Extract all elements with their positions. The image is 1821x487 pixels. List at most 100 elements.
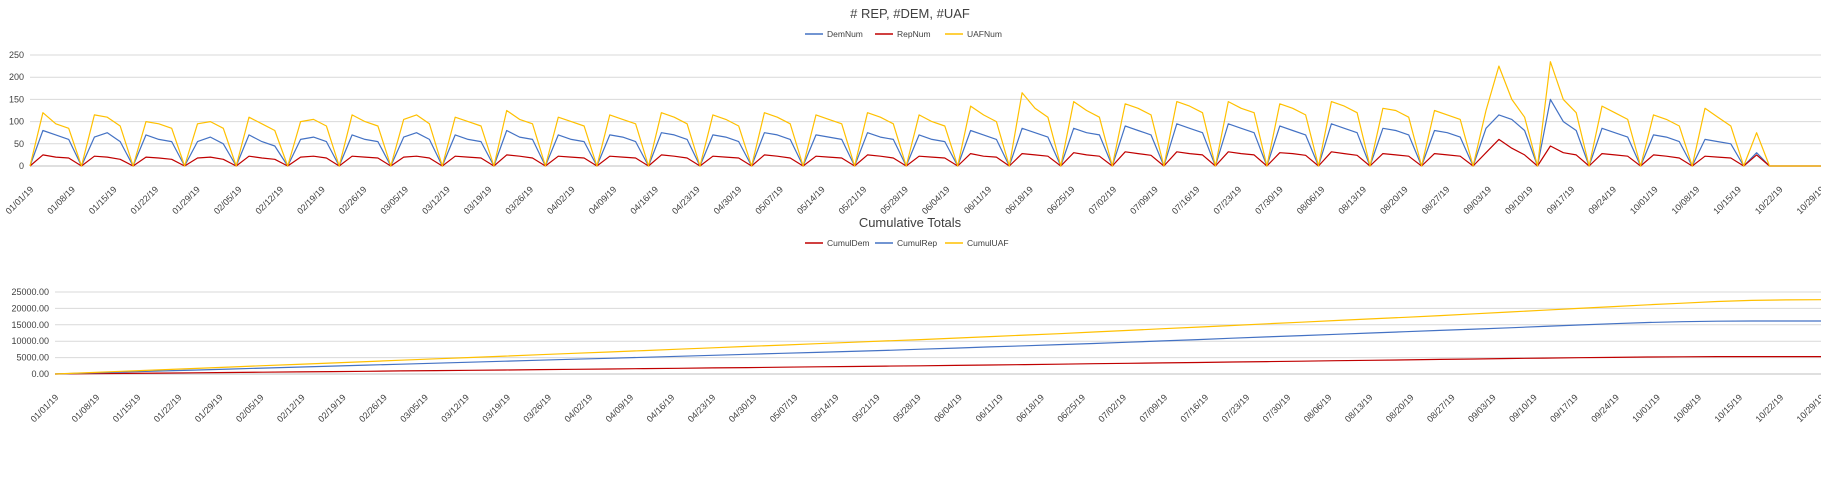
chart-1-x-tick-36: 09/10/19: [1507, 392, 1539, 424]
chart-1-x-tick-29: 07/23/19: [1220, 392, 1252, 424]
chart-0-x-tick-38: 09/24/19: [1586, 184, 1618, 216]
chart-0-x-tick-2: 01/15/19: [87, 184, 119, 216]
chart-0-x-tick-20: 05/21/19: [837, 184, 869, 216]
chart-0-y-tick-3: 150: [9, 94, 24, 104]
chart-1-x-tick-23: 06/11/19: [974, 392, 1005, 423]
chart-0-x-tick-33: 08/20/19: [1378, 184, 1410, 216]
chart-0-x-tick-9: 03/05/19: [378, 184, 410, 216]
chart-1-x-tick-11: 03/19/19: [480, 392, 512, 424]
chart-1-x-tick-1: 01/08/19: [70, 392, 102, 424]
chart-1-y-tick-4: 20000.00: [11, 303, 49, 313]
chart-0-x-tick-17: 04/30/19: [712, 184, 744, 216]
chart-0-y-tick-4: 200: [9, 72, 24, 82]
chart-0-x-tick-36: 09/10/19: [1503, 184, 1535, 216]
chart-1-x-tick-27: 07/09/19: [1137, 392, 1169, 424]
chart-0-x-tick-27: 07/09/19: [1128, 184, 1160, 216]
chart-0-x-tick-42: 10/22/19: [1753, 184, 1785, 216]
chart-1-x-tick-26: 07/02/19: [1096, 392, 1128, 424]
chart-0-legend-label-0: DemNum: [827, 29, 863, 39]
chart-1-x-tick-19: 05/14/19: [809, 392, 841, 424]
chart-1-x-tick-34: 08/27/19: [1425, 392, 1457, 424]
chart-0-x-tick-28: 07/16/19: [1170, 184, 1202, 216]
chart-1-x-tick-5: 02/05/19: [234, 392, 266, 424]
chart-0-x-tick-41: 10/15/19: [1711, 184, 1743, 216]
chart-1-x-tick-21: 05/28/19: [891, 392, 923, 424]
chart-0-x-tick-14: 04/09/19: [587, 184, 619, 216]
chart-0-x-tick-1: 01/08/19: [45, 184, 77, 216]
chart-1-series-CumulDem: [54, 356, 1821, 375]
chart-1-x-tick-43: 10/29/19: [1795, 392, 1821, 424]
chart-1-x-tick-4: 01/29/19: [193, 392, 225, 424]
chart-1-title: Cumulative Totals: [859, 215, 962, 230]
chart-0-x-tick-31: 08/06/19: [1295, 184, 1327, 216]
chart-1-x-tick-30: 07/30/19: [1261, 392, 1293, 424]
chart-0-x-tick-30: 07/30/19: [1253, 184, 1285, 216]
chart-1-x-tick-2: 01/15/19: [111, 392, 143, 424]
chart-0-title: # REP, #DEM, #UAF: [850, 6, 970, 21]
chart-1-x-tick-3: 01/22/19: [152, 392, 184, 424]
chart-0-x-tick-39: 10/01/19: [1628, 184, 1660, 216]
chart-1-x-tick-35: 09/03/19: [1466, 392, 1498, 424]
chart-1-x-tick-31: 08/06/19: [1302, 392, 1334, 424]
chart-0-x-tick-21: 05/28/19: [878, 184, 910, 216]
chart-0-x-tick-23: 06/11/19: [962, 184, 993, 215]
chart-0-y-tick-5: 250: [9, 50, 24, 60]
chart-1-x-tick-39: 10/01/19: [1630, 392, 1662, 424]
chart-0-series-RepNum: [29, 138, 1821, 167]
chart-1-x-tick-41: 10/15/19: [1712, 392, 1744, 424]
chart-1-x-tick-14: 04/09/19: [604, 392, 636, 424]
chart-1-x-tick-32: 08/13/19: [1343, 392, 1375, 424]
chart-0-x-tick-18: 05/07/19: [753, 184, 785, 216]
chart-1-x-tick-33: 08/20/19: [1384, 392, 1416, 424]
chart-0-x-tick-4: 01/29/19: [170, 184, 202, 216]
chart-0-x-tick-10: 03/12/19: [420, 184, 452, 216]
chart-1-y-tick-2: 10000.00: [11, 336, 49, 346]
chart-1-x-tick-18: 05/07/19: [768, 392, 800, 424]
chart-0-x-tick-22: 06/04/19: [920, 184, 952, 216]
chart-0-x-tick-5: 02/05/19: [212, 184, 244, 216]
chart-0-x-tick-8: 02/26/19: [337, 184, 369, 216]
chart-0-x-tick-29: 07/23/19: [1211, 184, 1243, 216]
chart-1-y-tick-3: 15000.00: [11, 320, 49, 330]
chart-1-x-tick-9: 03/05/19: [398, 392, 430, 424]
chart-0-x-tick-34: 08/27/19: [1420, 184, 1452, 216]
chart-1-x-tick-37: 09/17/19: [1548, 392, 1580, 424]
chart-1-y-tick-0: 0.00: [31, 369, 49, 379]
chart-1-legend-label-1: CumulRep: [897, 238, 937, 248]
chart-1-y-tick-1: 5000.00: [16, 353, 49, 363]
chart-1-x-tick-20: 05/21/19: [850, 392, 882, 424]
chart-1-x-tick-42: 10/22/19: [1753, 392, 1785, 424]
chart-1-legend-label-2: CumulUAF: [967, 238, 1009, 248]
chart-0-x-tick-15: 04/16/19: [628, 184, 660, 216]
chart-0-y-tick-0: 0: [19, 161, 24, 171]
chart-1-x-tick-24: 06/18/19: [1014, 392, 1046, 424]
chart-0-x-tick-11: 03/19/19: [462, 184, 494, 216]
chart-0-x-tick-13: 04/02/19: [545, 184, 577, 216]
chart-0-x-tick-3: 01/22/19: [129, 184, 161, 216]
chart-0-series-UAFNum: [29, 61, 1821, 167]
chart-0-x-tick-25: 06/25/19: [1045, 184, 1077, 216]
chart-0-x-tick-19: 05/14/19: [795, 184, 827, 216]
chart-0-series-DemNum: [29, 98, 1821, 167]
chart-0-y-tick-1: 50: [14, 139, 24, 149]
chart-1-x-tick-6: 02/12/19: [275, 392, 307, 424]
chart-0-x-tick-0: 01/01/19: [4, 184, 36, 216]
chart-0-x-tick-26: 07/02/19: [1086, 184, 1118, 216]
chart-1-x-tick-8: 02/26/19: [357, 392, 389, 424]
chart-0-x-tick-16: 04/23/19: [670, 184, 702, 216]
chart-0-x-tick-40: 10/08/19: [1670, 184, 1702, 216]
chart-0-x-tick-7: 02/19/19: [295, 184, 327, 216]
chart-1-x-tick-16: 04/23/19: [686, 392, 718, 424]
chart-1-x-tick-7: 02/19/19: [316, 392, 348, 424]
chart-0-y-tick-2: 100: [9, 117, 24, 127]
chart-0-x-tick-24: 06/18/19: [1003, 184, 1035, 216]
chart-1-legend-label-0: CumulDem: [827, 238, 870, 248]
chart-1-x-tick-25: 06/25/19: [1055, 392, 1087, 424]
chart-0-x-tick-35: 09/03/19: [1461, 184, 1493, 216]
chart-1-x-tick-0: 01/01/19: [29, 392, 61, 424]
chart-1-x-tick-15: 04/16/19: [645, 392, 677, 424]
chart-0-x-tick-12: 03/26/19: [503, 184, 535, 216]
chart-0-x-tick-32: 08/13/19: [1336, 184, 1368, 216]
chart-1-x-tick-10: 03/12/19: [439, 392, 471, 424]
